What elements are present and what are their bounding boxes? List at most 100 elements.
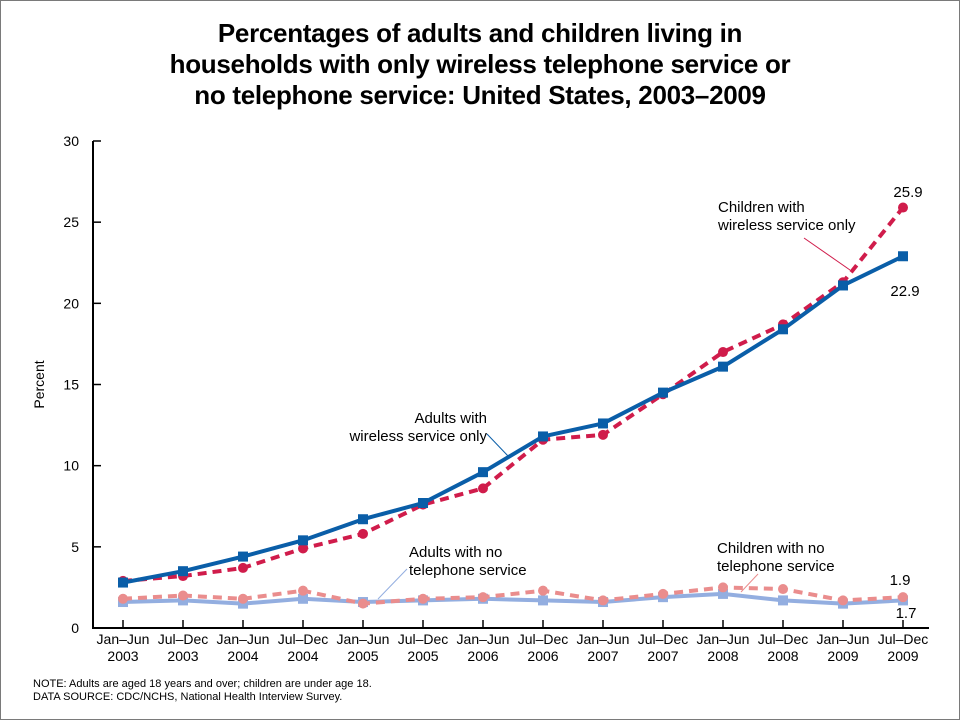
series-children-no-phone — [118, 582, 908, 609]
data-point-children-no-phone — [238, 593, 248, 604]
x-tick-label-year: 2004 — [227, 648, 258, 664]
leader-line-adults-wireless — [486, 433, 510, 458]
annotation-text-adults-wireless: Adults with — [414, 410, 487, 427]
x-tick-label-period: Jan–Jun — [457, 631, 510, 647]
end-label-children-wireless: 25.9 — [893, 184, 922, 201]
data-point-children-no-phone — [538, 585, 548, 596]
data-point-adults-wireless — [598, 418, 608, 429]
data-point-children-no-phone — [358, 598, 368, 609]
x-tick-label-year: 2005 — [347, 648, 378, 664]
x-tick-label-period: Jan–Jun — [817, 631, 870, 647]
end-label-children-no-phone: 1.9 — [890, 572, 911, 589]
leader-line-adults-no-phone — [377, 568, 408, 600]
annotation-text-adults-no-phone: Adults with no — [409, 544, 502, 561]
data-point-children-no-phone — [838, 595, 848, 606]
x-axis-ticks: Jan–Jun2003Jul–Dec2003Jan–Jun2004Jul–Dec… — [97, 620, 929, 664]
annotation-text-children-no-phone: Children with no — [717, 540, 825, 557]
data-point-children-wireless — [298, 543, 308, 554]
data-point-adults-wireless — [898, 251, 908, 262]
data-point-adults-wireless — [238, 551, 248, 562]
series-line-adults-no-phone — [122, 591, 904, 606]
y-tick-label: 10 — [63, 458, 79, 474]
data-point-adults-wireless — [778, 324, 788, 335]
data-point-children-no-phone — [598, 595, 608, 606]
x-tick-label-year: 2007 — [587, 648, 618, 664]
data-point-children-no-phone — [418, 593, 428, 604]
end-value-labels: 25.9 22.9 1.9 1.7 — [890, 184, 923, 622]
x-tick-label-period: Jul–Dec — [518, 631, 569, 647]
chart-title: Percentages of adults and children livin… — [1, 18, 959, 111]
x-tick-label-period: Jan–Jun — [577, 631, 630, 647]
x-tick-label-year: 2008 — [707, 648, 738, 664]
x-tick-label-period: Jan–Jun — [697, 631, 750, 647]
series-line-adults-wireless — [122, 254, 904, 585]
data-point-children-no-phone — [898, 592, 908, 603]
y-axis-ticks: 0 5 10 15 20 25 30 — [63, 133, 101, 636]
footer-note: NOTE: Adults are aged 18 years and over;… — [33, 678, 372, 690]
x-tick-label-year: 2007 — [647, 648, 678, 664]
footer-source: DATA SOURCE: CDC/NCHS, National Health I… — [33, 691, 343, 703]
y-axis-label: Percent — [31, 360, 47, 408]
x-tick-label-year: 2005 — [407, 648, 438, 664]
data-point-adults-no-phone — [538, 595, 548, 606]
x-tick-label-year: 2006 — [527, 648, 558, 664]
leader-line-children-wireless — [803, 237, 851, 271]
annotation-text-adults-no-phone: telephone service — [409, 562, 527, 579]
x-tick-label-period: Jul–Dec — [158, 631, 209, 647]
data-point-adults-wireless — [358, 514, 368, 525]
data-point-adults-wireless — [718, 361, 728, 372]
x-tick-label-year: 2009 — [887, 648, 918, 664]
annotation-text-children-no-phone: telephone service — [717, 558, 835, 575]
series-group — [118, 202, 908, 609]
x-tick-label-year: 2004 — [287, 648, 318, 664]
annotation-text-adults-wireless: wireless service only — [348, 428, 487, 445]
x-tick-label-period: Jul–Dec — [878, 631, 929, 647]
data-point-adults-wireless — [178, 566, 188, 577]
footer: NOTE: Adults are aged 18 years and over;… — [33, 678, 372, 704]
data-point-children-no-phone — [778, 584, 788, 595]
x-tick-label-period: Jan–Jun — [337, 631, 390, 647]
y-tick-label: 20 — [63, 295, 79, 311]
data-point-children-no-phone — [178, 590, 188, 601]
x-tick-label-year: 2006 — [467, 648, 498, 664]
series-line-children-no-phone — [122, 585, 904, 606]
y-tick-label: 5 — [71, 539, 79, 555]
x-tick-label-year: 2009 — [827, 648, 858, 664]
y-tick-label: 30 — [63, 133, 79, 149]
x-tick-label-year: 2003 — [167, 648, 198, 664]
data-point-children-no-phone — [718, 582, 728, 593]
annotation-text-children-wireless: Children with — [718, 199, 805, 216]
data-point-children-wireless — [898, 202, 908, 213]
data-point-children-no-phone — [478, 592, 488, 603]
end-label-adults-wireless: 22.9 — [890, 283, 919, 300]
annotation-leader-lines — [377, 237, 851, 600]
data-point-children-wireless — [598, 429, 608, 440]
data-point-adults-no-phone — [718, 588, 728, 599]
x-tick-label-period: Jan–Jun — [97, 631, 150, 647]
end-label-adults-no-phone: 1.7 — [896, 605, 917, 622]
y-tick-label: 15 — [63, 377, 79, 393]
data-point-adults-wireless — [658, 387, 668, 398]
y-tick-label: 25 — [63, 214, 79, 230]
y-tick-label: 0 — [71, 620, 79, 636]
x-tick-label-period: Jul–Dec — [398, 631, 449, 647]
x-tick-label-period: Jul–Dec — [278, 631, 329, 647]
data-point-adults-wireless — [298, 535, 308, 546]
data-point-children-no-phone — [118, 593, 128, 604]
data-point-children-no-phone — [298, 585, 308, 596]
series-adults-wireless — [118, 251, 908, 588]
x-tick-label-year: 2008 — [767, 648, 798, 664]
data-point-adults-no-phone — [778, 595, 788, 606]
series-line-children-wireless — [122, 206, 905, 583]
chart-title-line-2: households with only wireless telephone … — [169, 49, 791, 79]
data-point-adults-no-phone — [298, 593, 308, 604]
data-point-adults-wireless — [838, 280, 848, 291]
data-point-children-wireless — [718, 347, 728, 358]
x-tick-label-period: Jan–Jun — [217, 631, 270, 647]
